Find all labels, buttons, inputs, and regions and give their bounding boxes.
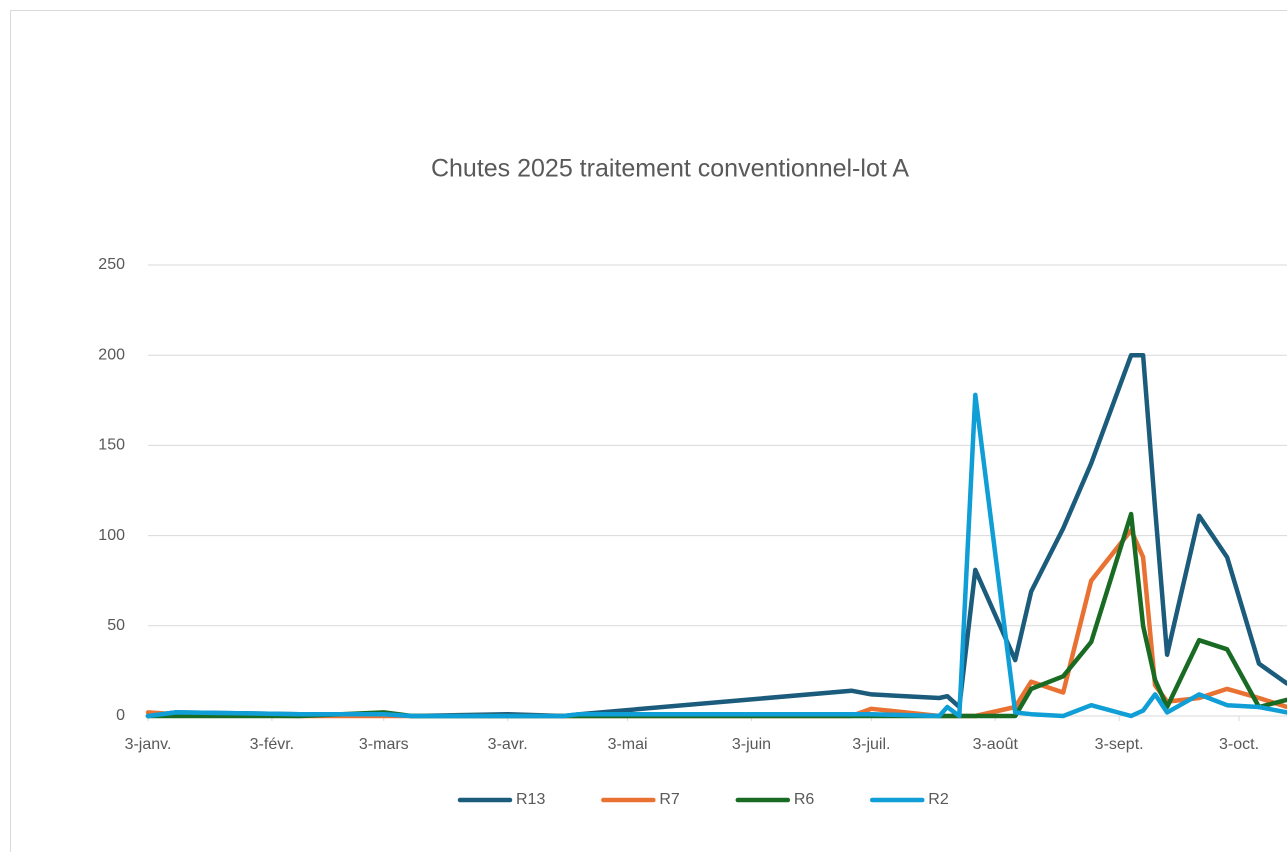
y-tick-label: 200 (98, 346, 125, 363)
x-tick-label: 3-mai (608, 736, 648, 753)
x-tick-label: 3-juin (732, 736, 771, 753)
y-tick-label: 0 (116, 707, 125, 724)
x-tick-label: 3-sept. (1095, 736, 1144, 753)
x-tick-label: 3-oct. (1219, 736, 1259, 753)
y-tick-label: 50 (107, 617, 125, 634)
y-tick-label: 100 (98, 527, 125, 544)
x-tick-label: 3-févr. (250, 736, 294, 753)
x-tick-label: 3-avr. (488, 736, 528, 753)
x-tick-label: 3-janv. (125, 736, 172, 753)
legend-label: R6 (794, 791, 815, 808)
y-tick-label: 250 (98, 256, 125, 273)
x-tick-label: 3-août (973, 736, 1019, 753)
series-line (145, 392, 1287, 719)
x-tick-label: 3-juil. (852, 736, 890, 753)
y-tick-label: 150 (98, 437, 125, 454)
legend-label: R2 (928, 791, 949, 808)
legend-label: R7 (659, 791, 680, 808)
x-tick-label: 3-mars (359, 736, 409, 753)
chart-title: Chutes 2025 traitement conventionnel-lot… (431, 155, 909, 183)
chart-border (10, 10, 1287, 852)
legend-label: R13 (516, 791, 545, 808)
